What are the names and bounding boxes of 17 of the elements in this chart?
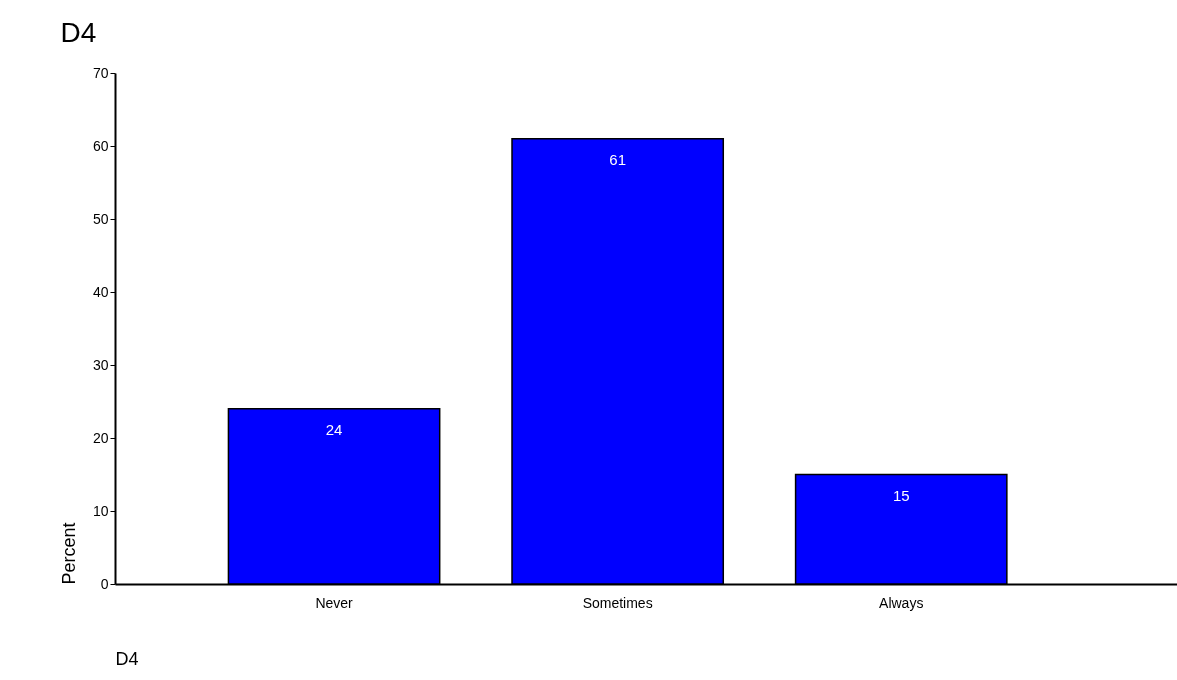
data-label: 24 [325, 420, 343, 438]
y-tick-label: 40 [92, 283, 109, 300]
x-tick-label: Always [879, 594, 924, 611]
chart-title: D4 [60, 17, 97, 48]
y-tick-label: 20 [92, 429, 109, 446]
data-label: 61 [609, 150, 626, 168]
x-tick-label: Never [315, 594, 354, 611]
x-tick-label: Sometimes [582, 594, 653, 611]
y-tick-label: 10 [92, 502, 109, 519]
y-tick-label: 50 [92, 210, 109, 227]
y-axis-title: Percent [58, 522, 79, 585]
y-tick-label: 0 [100, 575, 109, 592]
x-axis-title: D4 [115, 648, 139, 669]
y-tick-label: 30 [92, 356, 109, 373]
y-tick-label: 60 [92, 137, 109, 154]
data-label: 15 [892, 486, 910, 504]
y-tick-label: 70 [92, 64, 109, 81]
